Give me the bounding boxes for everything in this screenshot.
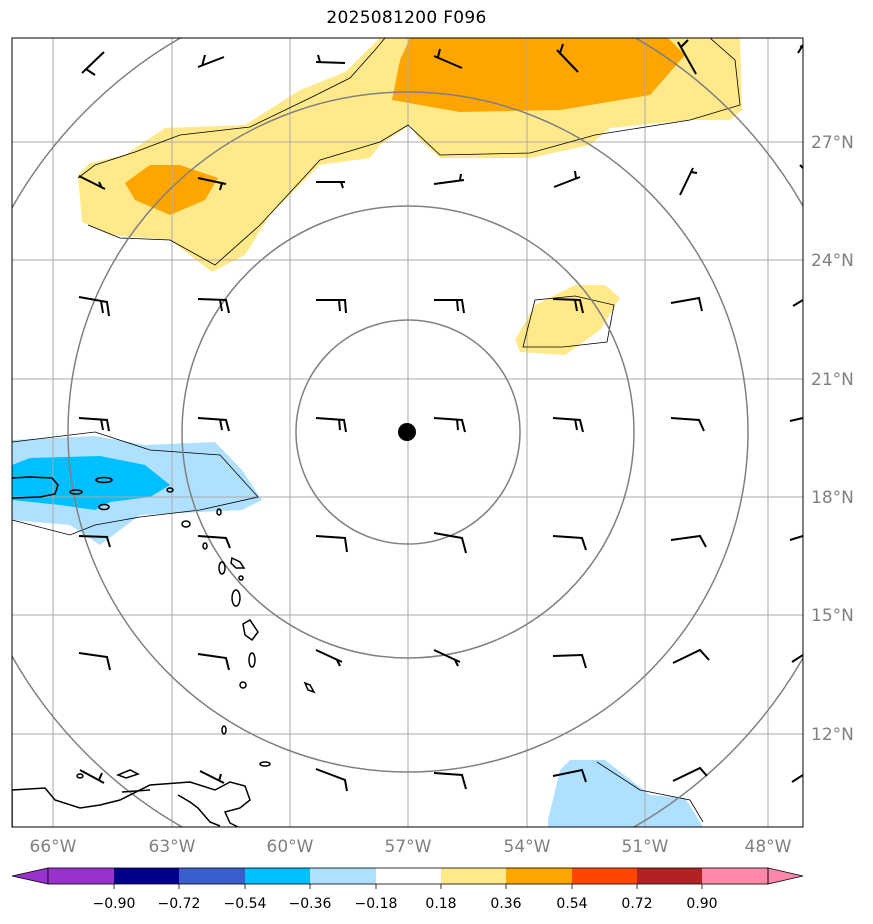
colorbar-tick-label: −0.72 [158,896,201,912]
lat-label: 18°N [811,488,854,508]
colorbar-cell [245,868,310,884]
map-title: 2025081200 F096 [326,8,487,28]
storm-center-marker [398,423,416,441]
colorbar-cell [637,868,702,884]
colorbar-cell [506,868,572,884]
colorbar-tick-label: 0.36 [490,896,521,912]
colorbar-cell [179,868,245,884]
lat-label: 12°N [811,725,854,745]
lat-label: 27°N [811,133,854,153]
lon-label: 48°W [745,837,792,857]
colorbar-tick-label: −0.18 [355,896,398,912]
colorbar-extend-high [767,867,804,885]
colorbar-cell [572,868,637,884]
colorbar-extend-low [11,867,49,885]
coastlines [12,44,803,827]
lat-axis-labels: 27°N 24°N 21°N 18°N 15°N 12°N [811,133,854,745]
colorbar-tick-label: −0.36 [289,896,332,912]
lat-label: 21°N [811,370,854,390]
colorbar-cell [702,868,768,884]
lon-label: 66°W [30,837,77,857]
colorbar-cell [48,868,114,884]
contour-outlines [12,38,741,823]
map-frame [11,37,804,828]
lon-label: 57°W [385,837,432,857]
lat-label: 24°N [811,251,854,271]
lat-label: 15°N [811,606,854,626]
colorbar-tick-label: 0.72 [621,896,652,912]
colorbar-cell [310,868,376,884]
colorbar: −0.90 −0.72 −0.54 −0.36 −0.18 0.18 0.36 … [11,867,804,912]
colorbar-tick-label: 0.54 [556,896,587,912]
lon-label: 54°W [504,837,551,857]
shading-positive [78,38,742,355]
lon-label: 63°W [149,837,196,857]
lon-axis-labels: 66°W 63°W 60°W 57°W 54°W 51°W 48°W [30,837,792,857]
wind-barbs [78,39,803,792]
colorbar-cell [376,868,441,884]
colorbar-cell [441,868,506,884]
colorbar-tick-label: −0.90 [93,896,136,912]
range-rings [12,38,803,827]
colorbar-tick-label: 0.90 [686,896,717,912]
graticule [12,38,803,827]
colorbar-tick-label: 0.18 [425,896,456,912]
lon-label: 51°W [622,837,669,857]
colorbar-tick-label: −0.54 [224,896,267,912]
lon-label: 60°W [267,837,314,857]
colorbar-cell [114,868,179,884]
